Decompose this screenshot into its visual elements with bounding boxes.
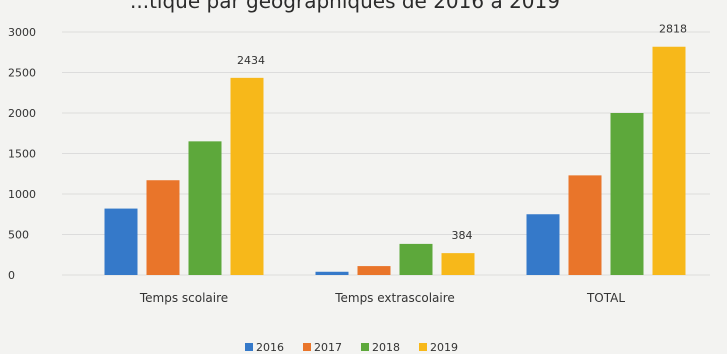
bar-2016-0 (104, 208, 138, 275)
data-label: 2818 (659, 23, 687, 36)
bar-2017-1 (357, 266, 391, 275)
legend-label: 2018 (372, 341, 400, 354)
bar-2019-2 (652, 46, 686, 275)
x-category-label: TOTAL (586, 291, 625, 305)
bar-2018-0 (188, 141, 222, 275)
y-tick-label: 2500 (8, 67, 36, 80)
bar-2018-2 (610, 113, 644, 275)
chart-title: ...tique par géographiques de 2016 à 201… (130, 0, 560, 13)
legend-swatch (419, 343, 427, 351)
legend-label: 2016 (256, 341, 284, 354)
x-category-label: Temps extrascolaire (334, 291, 455, 305)
bar-2016-2 (526, 214, 560, 275)
y-tick-label: 1500 (8, 148, 36, 161)
bars (104, 46, 686, 275)
data-labels: 2434 384 2818 (237, 23, 687, 242)
x-axis-categories: Temps scolaire Temps extrascolaire TOTAL (139, 291, 626, 305)
legend-swatch (361, 343, 369, 351)
legend-label: 2017 (314, 341, 342, 354)
bar-2019-0 (230, 77, 264, 275)
data-label: 384 (452, 229, 473, 242)
data-label: 2434 (237, 54, 265, 67)
y-tick-label: 1000 (8, 188, 36, 201)
legend: 2016 2017 2018 2019 (245, 341, 458, 354)
legend-swatch (303, 343, 311, 351)
y-tick-label: 500 (8, 229, 29, 242)
y-tick-label: 3000 (8, 26, 36, 39)
y-axis-ticks: 0 500 1000 1500 2000 2500 3000 (8, 26, 36, 282)
y-tick-label: 0 (8, 269, 15, 282)
bar-2019-1 (441, 253, 475, 275)
legend-swatch (245, 343, 253, 351)
x-category-label: Temps scolaire (139, 291, 228, 305)
bar-2016-1 (315, 271, 349, 275)
bar-2018-1 (399, 243, 433, 275)
bar-2017-2 (568, 175, 602, 275)
bar-2017-0 (146, 180, 180, 275)
y-tick-label: 2000 (8, 107, 36, 120)
legend-label: 2019 (430, 341, 458, 354)
